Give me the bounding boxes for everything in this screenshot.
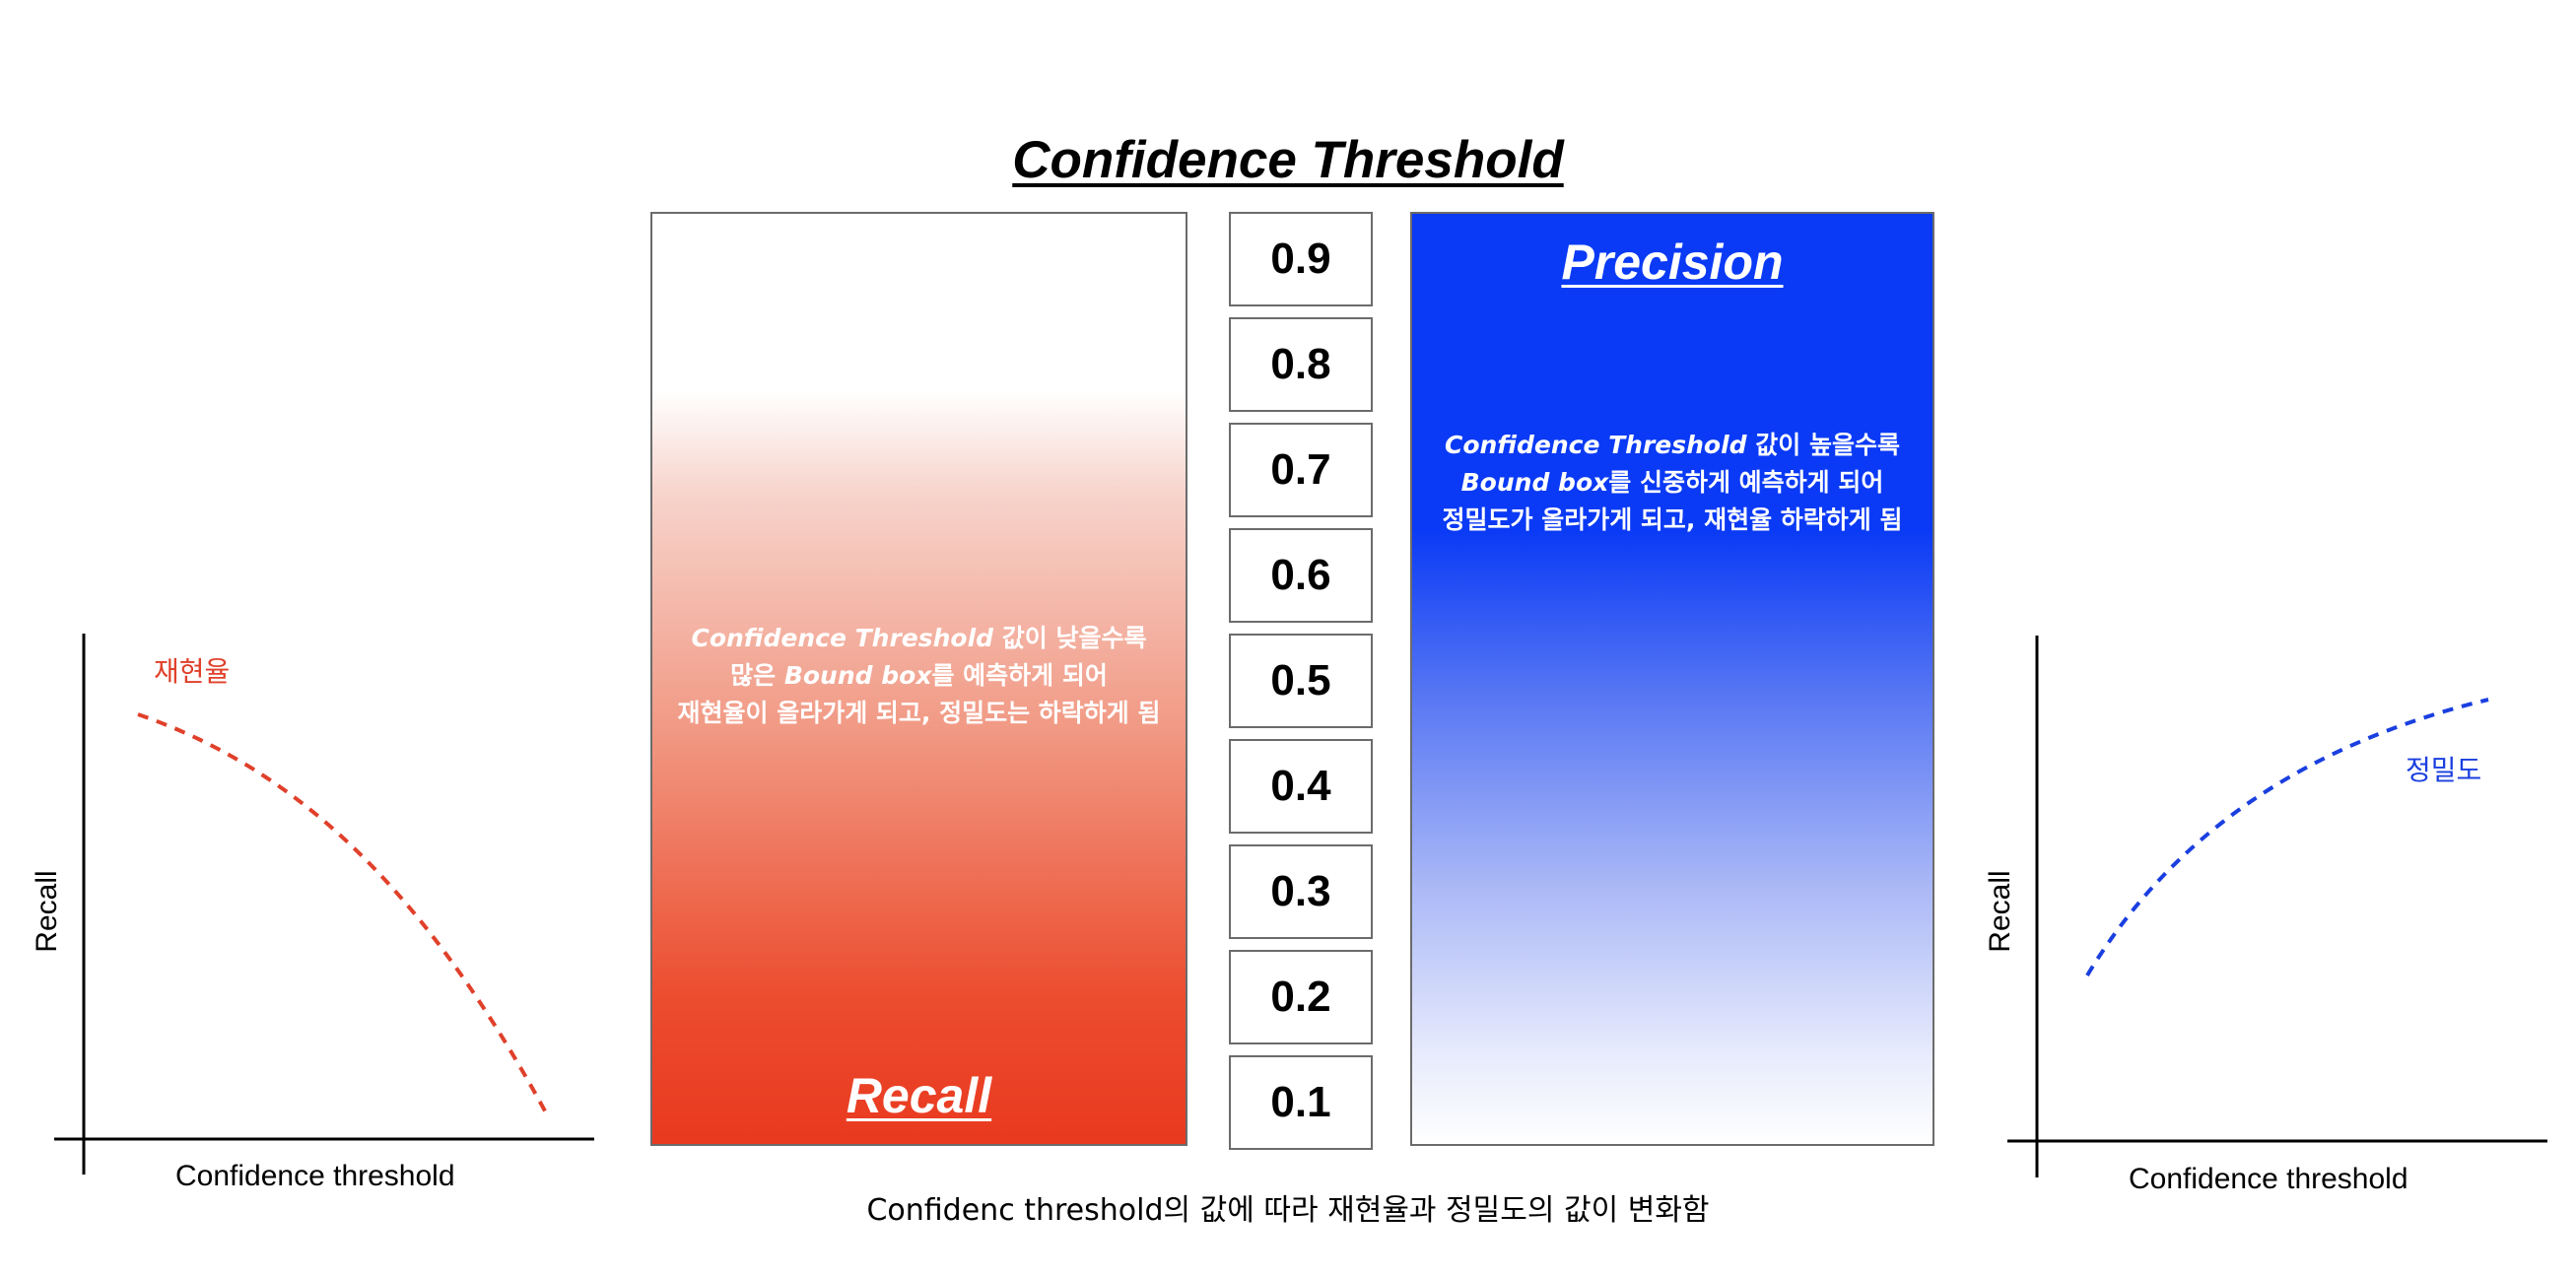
threshold-box: 0.5 (1229, 634, 1373, 728)
right-graph-ylabel: Recall (1984, 870, 2016, 953)
recall-heading: Recall (846, 1068, 992, 1123)
threshold-box: 0.4 (1229, 739, 1373, 834)
precision-desc-line-3: 정밀도가 올라가게 되고, 재현율 하락하게 됨 (1442, 505, 1903, 534)
right-graph-curve-label: 정밀도 (2406, 754, 2482, 786)
precision-desc-line-2: Bound box를 신중하게 예측하게 되어 (1460, 468, 1884, 497)
precision-panel: Precision Confidence Threshold 값이 높을수록 B… (1410, 212, 1934, 1146)
threshold-box: 0.8 (1229, 317, 1373, 412)
left-graph-recall-curve (137, 712, 550, 1117)
precision-description: Confidence Threshold 값이 높을수록 Bound box를 … (1412, 427, 1932, 539)
diagram-title: Confidence Threshold (1012, 131, 1564, 189)
threshold-box: 0.7 (1229, 423, 1373, 517)
diagram-caption: Confidenc threshold의 값에 따라 재현율과 정밀도의 값이 … (866, 1193, 1710, 1228)
threshold-box: 0.6 (1229, 528, 1373, 623)
precision-desc-line-1: Confidence Threshold 값이 높을수록 (1444, 431, 1900, 459)
right-graph-precision-curve (2085, 698, 2489, 977)
left-graph-curve-label: 재현율 (154, 655, 231, 688)
left-graph-xlabel: Confidence threshold (175, 1160, 455, 1192)
recall-description: Confidence Threshold 값이 낮을수록 많은 Bound bo… (652, 620, 1186, 732)
right-graph-xlabel: Confidence threshold (2129, 1163, 2408, 1195)
recall-panel: Confidence Threshold 값이 낮을수록 많은 Bound bo… (650, 212, 1187, 1146)
recall-desc-line-3: 재현율이 올라가게 되고, 정밀도는 하락하게 됨 (677, 699, 1161, 727)
threshold-box: 0.1 (1229, 1055, 1373, 1150)
threshold-box: 0.9 (1229, 212, 1373, 306)
threshold-box: 0.2 (1229, 950, 1373, 1044)
recall-desc-line-1: Confidence Threshold 값이 낮을수록 (691, 624, 1147, 652)
recall-desc-line-2: 많은 Bound box를 예측하게 되어 (730, 661, 1108, 690)
left-graph-ylabel: Recall (31, 870, 63, 953)
threshold-box: 0.3 (1229, 844, 1373, 939)
precision-heading: Precision (1561, 235, 1784, 290)
